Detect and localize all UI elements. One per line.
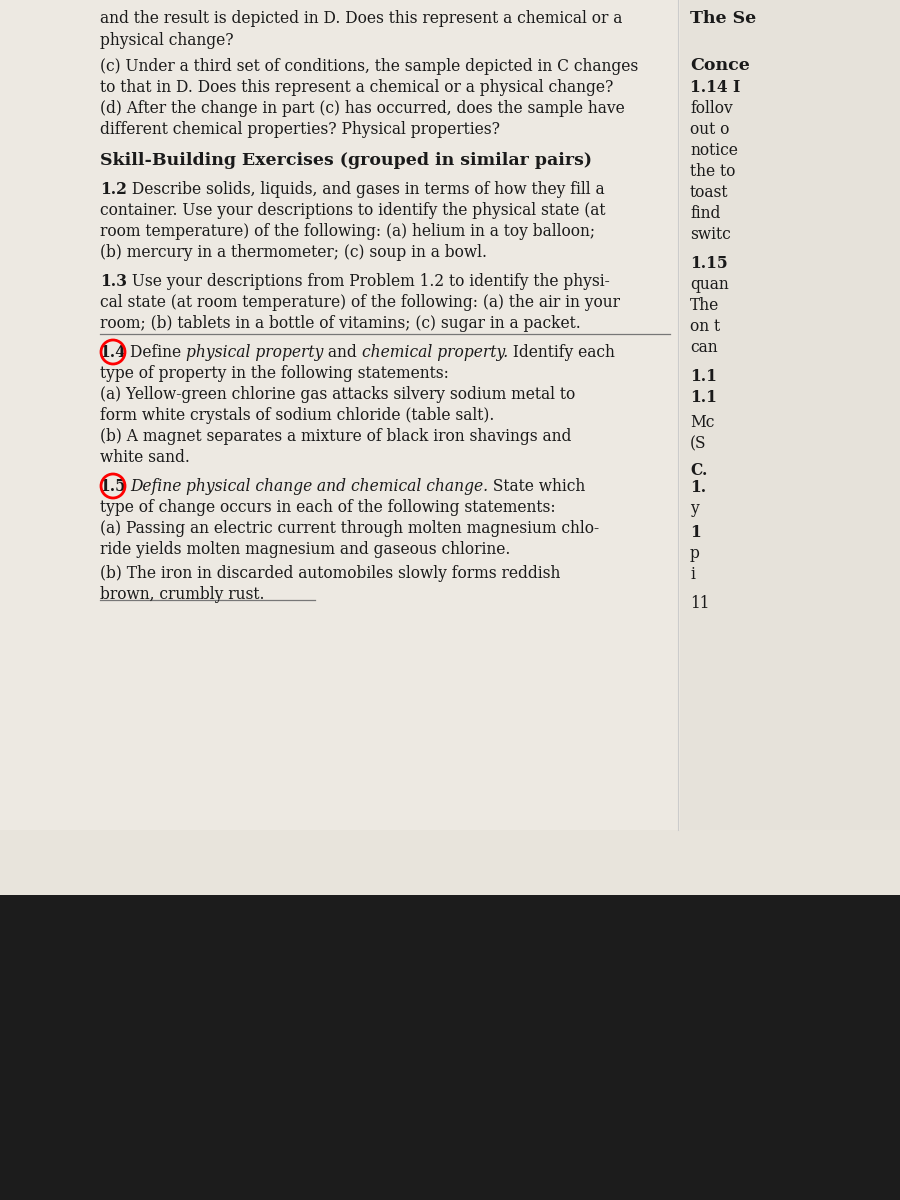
Text: 1.2: 1.2 <box>100 181 127 198</box>
Text: (c) Under a third set of conditions, the sample depicted in C changes: (c) Under a third set of conditions, the… <box>100 58 638 74</box>
Text: room temperature) of the following: (a) helium in a toy balloon;: room temperature) of the following: (a) … <box>100 223 595 240</box>
Text: to that in D. Does this represent a chemical or a physical change?: to that in D. Does this represent a chem… <box>100 79 614 96</box>
Text: C.: C. <box>690 462 707 479</box>
Text: white sand.: white sand. <box>100 449 190 466</box>
Text: 1.1: 1.1 <box>690 389 717 406</box>
Text: 11: 11 <box>690 595 709 612</box>
Text: 1: 1 <box>690 524 701 541</box>
Text: follov: follov <box>690 100 733 116</box>
Text: Mc: Mc <box>690 414 715 431</box>
Text: Describe solids, liquids, and gases in terms of how they fill a: Describe solids, liquids, and gases in t… <box>127 181 605 198</box>
Bar <box>0 0 900 830</box>
Text: (d) After the change in part (c) has occurred, does the sample have: (d) After the change in part (c) has occ… <box>100 100 625 116</box>
Text: and: and <box>323 344 362 361</box>
Text: different chemical properties? Physical properties?: different chemical properties? Physical … <box>100 121 500 138</box>
Text: quan: quan <box>690 276 729 293</box>
Text: cal state (at room temperature) of the following: (a) the air in your: cal state (at room temperature) of the f… <box>100 294 620 311</box>
Text: 1.1: 1.1 <box>690 368 717 385</box>
Text: and: and <box>312 478 351 494</box>
Text: physical property: physical property <box>186 344 323 361</box>
Text: type of change occurs in each of the following statements:: type of change occurs in each of the fol… <box>100 499 555 516</box>
Text: (b) The iron in discarded automobiles slowly forms reddish: (b) The iron in discarded automobiles sl… <box>100 565 561 582</box>
Text: brown, crumbly rust.: brown, crumbly rust. <box>100 586 265 602</box>
Text: p: p <box>690 545 700 562</box>
Text: 1.3: 1.3 <box>100 272 127 290</box>
Text: 1.: 1. <box>690 479 707 496</box>
Text: Define: Define <box>130 344 186 361</box>
Text: type of property in the following statements:: type of property in the following statem… <box>100 365 449 382</box>
Text: (S: (S <box>690 434 707 452</box>
Text: 1.14 I: 1.14 I <box>690 79 741 96</box>
Text: 1.15: 1.15 <box>690 254 727 272</box>
Text: out o: out o <box>690 121 729 138</box>
Text: and the result is depicted in D. Does this represent a chemical or a: and the result is depicted in D. Does th… <box>100 10 623 26</box>
Text: physical change: physical change <box>186 478 312 494</box>
Text: The Se: The Se <box>690 10 756 26</box>
Bar <box>0 830 900 895</box>
Text: (b) mercury in a thermometer; (c) soup in a bowl.: (b) mercury in a thermometer; (c) soup i… <box>100 244 487 260</box>
Text: toast: toast <box>690 184 728 200</box>
Text: ride yields molten magnesium and gaseous chlorine.: ride yields molten magnesium and gaseous… <box>100 541 510 558</box>
Text: y: y <box>690 500 698 517</box>
Text: physical change?: physical change? <box>100 32 234 49</box>
Bar <box>680 0 900 830</box>
Text: switс: switс <box>690 226 731 242</box>
Text: Conce: Conce <box>690 56 750 74</box>
Text: find: find <box>690 205 720 222</box>
Text: container. Use your descriptions to identify the physical state (at: container. Use your descriptions to iden… <box>100 202 606 218</box>
Text: Identify each: Identify each <box>508 344 615 361</box>
Text: chemical property.: chemical property. <box>362 344 508 361</box>
Text: Use your descriptions from Problem 1.2 to identify the physi-: Use your descriptions from Problem 1.2 t… <box>127 272 610 290</box>
Text: can: can <box>690 338 717 356</box>
Text: (a) Passing an electric current through molten magnesium chlo-: (a) Passing an electric current through … <box>100 520 599 538</box>
Text: on t: on t <box>690 318 720 335</box>
Text: i: i <box>690 566 695 583</box>
Text: The: The <box>690 296 719 314</box>
Bar <box>0 895 900 1200</box>
Text: (a) Yellow-green chlorine gas attacks silvery sodium metal to: (a) Yellow-green chlorine gas attacks si… <box>100 386 575 403</box>
Text: 1.4: 1.4 <box>100 344 126 361</box>
Text: Skill-Building Exercises (grouped in similar pairs): Skill-Building Exercises (grouped in sim… <box>100 152 592 169</box>
Text: noticе: noticе <box>690 142 738 158</box>
Text: chemical change.: chemical change. <box>351 478 489 494</box>
Text: State which: State which <box>489 478 586 494</box>
Text: form white crystals of sodium chloride (table salt).: form white crystals of sodium chloride (… <box>100 407 494 424</box>
Text: room; (b) tablets in a bottle of vitamins; (c) sugar in a packet.: room; (b) tablets in a bottle of vitamin… <box>100 314 580 332</box>
Text: (b) A magnet separates a mixture of black iron shavings and: (b) A magnet separates a mixture of blac… <box>100 428 572 445</box>
Text: the to: the to <box>690 163 735 180</box>
Text: Define: Define <box>130 478 186 494</box>
Text: 1.5: 1.5 <box>100 478 126 494</box>
